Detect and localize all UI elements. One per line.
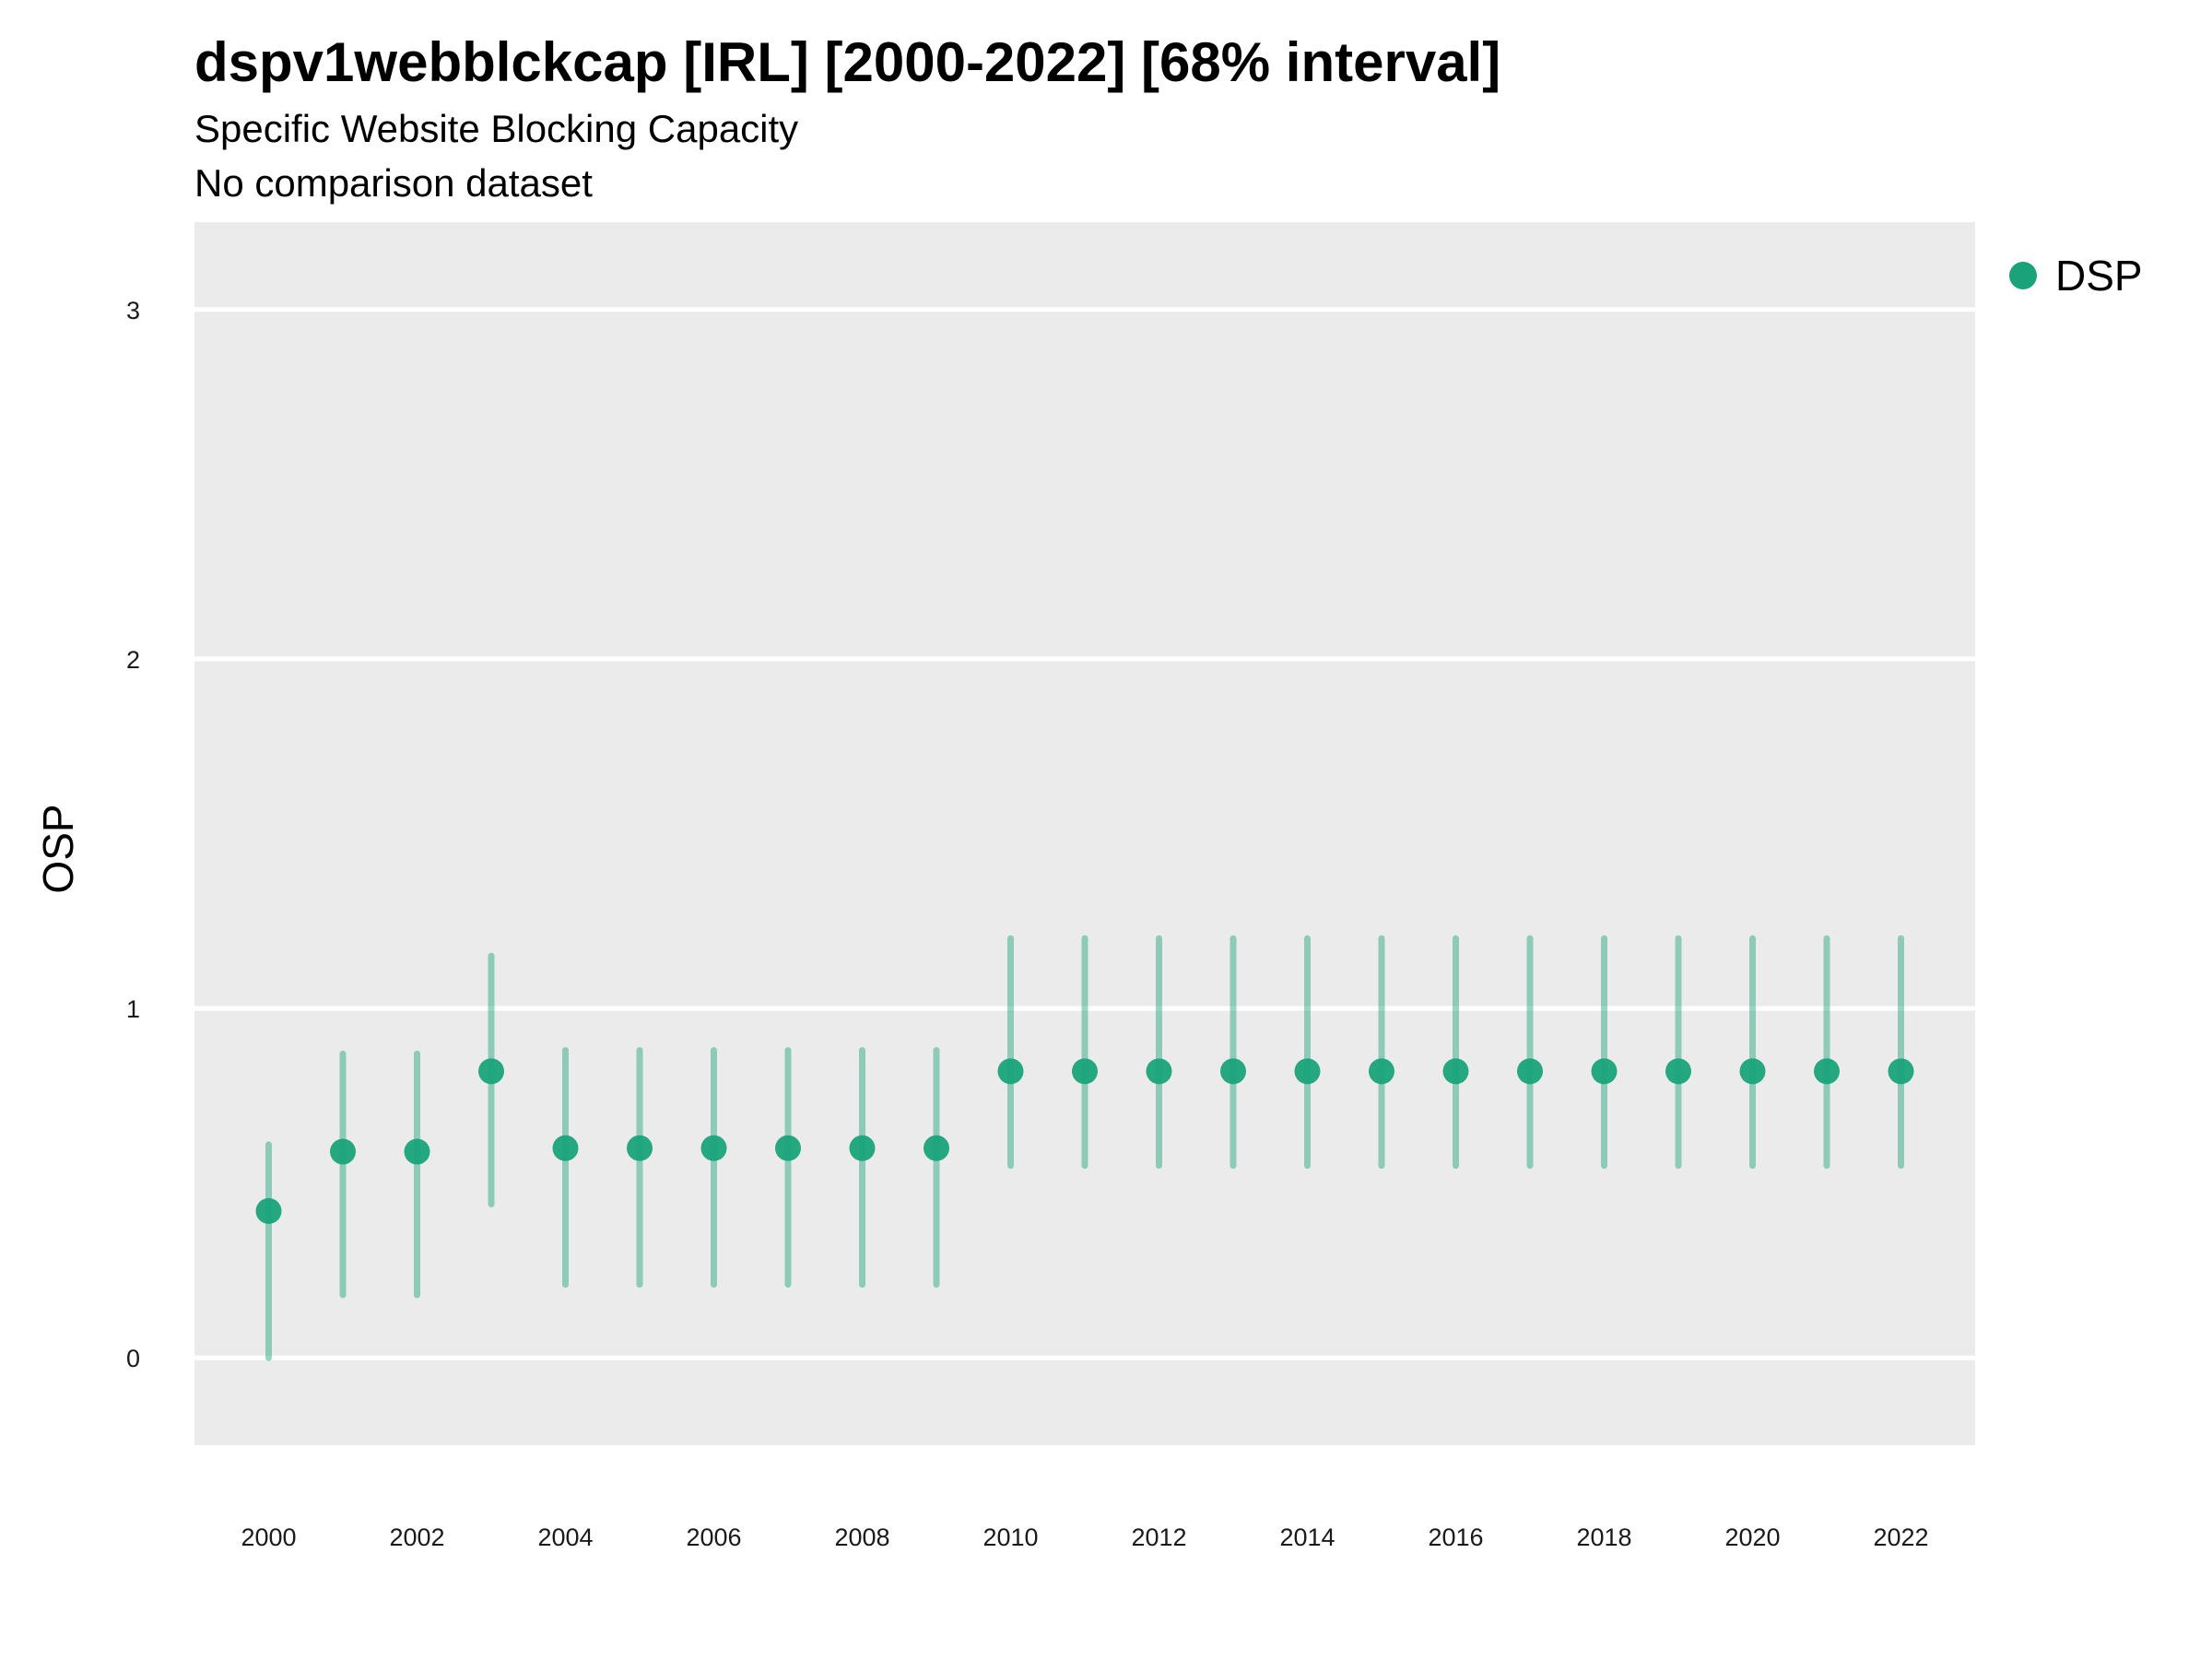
x-tick-label: 2010 [982,1524,1038,1551]
comparison-note: No comparison dataset [194,161,593,205]
point-2007 [775,1135,801,1161]
point-2005 [627,1135,653,1161]
y-tick-label: 0 [126,1345,140,1372]
point-2016 [1442,1058,1469,1085]
point-2008 [849,1135,876,1161]
point-2000 [255,1197,282,1224]
point-2011 [1072,1058,1098,1085]
point-2003 [478,1058,504,1085]
point-2015 [1369,1058,1394,1085]
point-2018 [1591,1058,1618,1085]
x-tick-label: 2000 [241,1524,296,1551]
point-2009 [924,1135,949,1161]
x-tick-label: 2020 [1724,1524,1780,1551]
plot-panel [194,222,1975,1445]
x-tick-label: 2018 [1576,1524,1631,1551]
chart-title: dspv1webblckcap [IRL] [2000-2022] [68% i… [194,31,1501,93]
point-2002 [404,1138,430,1165]
point-2001 [330,1138,356,1165]
point-2006 [700,1135,727,1161]
x-tick-label: 2014 [1279,1524,1335,1551]
point-2020 [1739,1058,1766,1085]
x-tick-label: 2022 [1873,1524,1928,1551]
y-tick-label: 2 [126,646,140,674]
x-tick-label: 2008 [834,1524,889,1551]
point-2019 [1665,1058,1691,1085]
y-tick-label: 3 [126,297,140,324]
point-2017 [1517,1058,1543,1085]
x-tick-label: 2012 [1131,1524,1186,1551]
point-2010 [997,1058,1024,1085]
point-2013 [1220,1058,1246,1085]
point-2012 [1146,1058,1172,1085]
y-tick-label: 1 [126,995,140,1023]
chart-subtitle: Specific Website Blocking Capacity [194,107,799,150]
x-tick-label: 2006 [686,1524,741,1551]
legend-label-dsp: DSP [2055,252,2143,300]
legend: DSP [2009,254,2143,297]
point-2021 [1814,1058,1840,1085]
legend-key-dsp [2009,262,2037,289]
point-2022 [1888,1058,1914,1085]
x-tick-label: 2002 [389,1524,444,1551]
point-2014 [1294,1058,1321,1085]
x-tick-label: 2004 [537,1524,593,1551]
x-tick-label: 2016 [1428,1524,1483,1551]
point-2004 [552,1135,579,1161]
